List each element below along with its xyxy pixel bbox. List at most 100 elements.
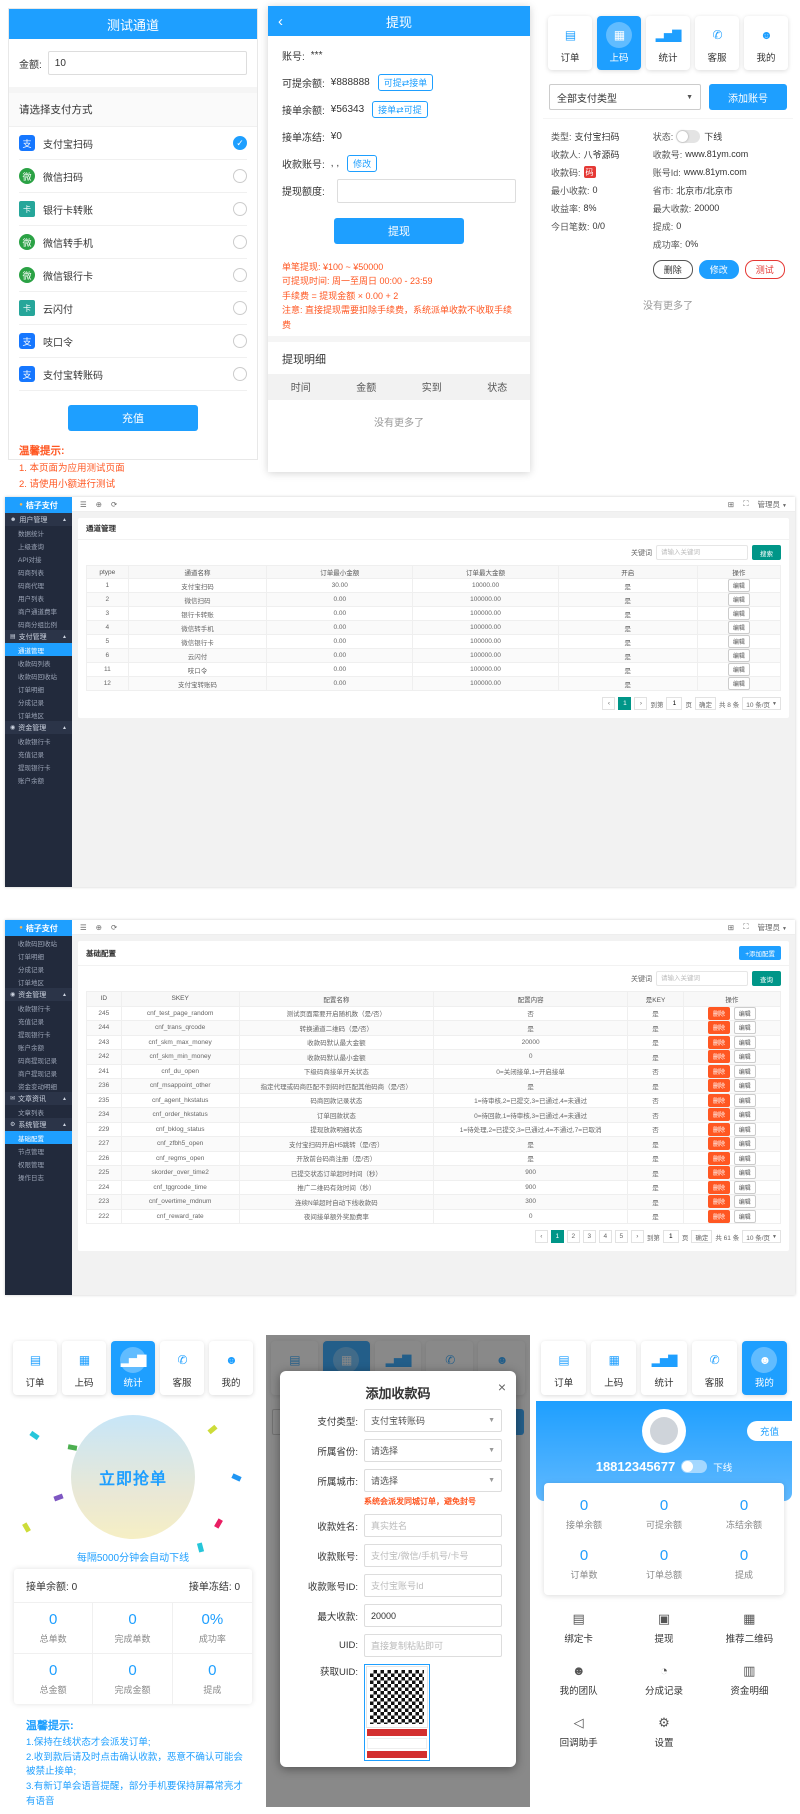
sidebar-item[interactable]: 数据统计 (18, 530, 44, 538)
keyword-input[interactable] (656, 545, 748, 560)
pay-type-select[interactable]: 支付宝转账码 ▼ (364, 1409, 502, 1432)
sidebar-item[interactable]: 码商提现记录 (18, 1057, 57, 1065)
grid-icon[interactable]: ⊞ (727, 499, 735, 509)
delete-button[interactable]: 删除 (707, 1180, 730, 1194)
edit-button[interactable]: 编辑 (733, 1122, 756, 1136)
sidebar-item[interactable]: 基础配置 (5, 1131, 72, 1144)
target-icon[interactable]: ⊕ (95, 499, 103, 509)
edit-button[interactable]: 编辑 (727, 677, 750, 690)
page-button[interactable]: 1 (618, 697, 632, 710)
qrcode-badge-icon[interactable]: 码 (583, 166, 596, 178)
sidebar-item[interactable]: 码商列表 (18, 569, 44, 577)
page-button[interactable]: 4 (598, 1230, 612, 1243)
delete-button[interactable]: 删除 (707, 1050, 730, 1064)
edit-button[interactable]: 编辑 (733, 1195, 756, 1209)
edit-button[interactable]: 编辑 (733, 1035, 756, 1049)
payment-method-item[interactable]: 支 吱口令 (19, 325, 247, 358)
sidebar-section-title[interactable]: ✉ 文章资讯 ▲ (5, 1092, 72, 1105)
account-id-input[interactable] (364, 1574, 502, 1597)
per-page-select[interactable]: 10 条/页 ▼ (742, 697, 781, 710)
test-button[interactable]: 测试 (744, 260, 785, 279)
withdraw-button[interactable]: 提现 (334, 218, 464, 244)
edit-button[interactable]: 编辑 (727, 607, 750, 620)
menu-item[interactable]: ☻ 我的团队 (536, 1663, 621, 1697)
page-button[interactable]: 3 (582, 1230, 596, 1243)
sidebar-item[interactable]: 订单地区 (18, 979, 44, 987)
sidebar-item[interactable]: 充值记录 (18, 1018, 44, 1026)
radio-button[interactable] (233, 235, 247, 249)
modify-button[interactable]: 修改 (347, 155, 378, 172)
sidebar-item[interactable]: 操作日志 (18, 1174, 44, 1182)
close-icon[interactable]: × (497, 1379, 506, 1395)
delete-button[interactable]: 删除 (652, 260, 693, 279)
amount-input[interactable] (47, 51, 247, 75)
sidebar-section-title[interactable]: ▤ 支付管理 ▲ (5, 630, 72, 643)
payment-method-item[interactable]: 支 支付宝转账码 (19, 358, 247, 391)
delete-button[interactable]: 删除 (707, 1064, 730, 1078)
edit-button[interactable]: 编辑 (727, 579, 750, 592)
search-button[interactable]: 搜索 (752, 545, 781, 560)
payment-type-select[interactable]: 全部支付类型 ▼ (549, 84, 701, 110)
tab[interactable]: ▂▅▇ 统计 (111, 1341, 155, 1395)
edit-button[interactable]: 编辑 (733, 1006, 756, 1020)
radio-button[interactable] (233, 301, 247, 315)
uid-input[interactable] (364, 1634, 502, 1657)
tab[interactable]: ▦ 上码 (62, 1341, 106, 1395)
edit-button[interactable]: 编辑 (733, 1108, 756, 1122)
refresh-icon[interactable]: ⟳ (111, 922, 118, 932)
payment-method-item[interactable]: 卡 银行卡转账 (19, 193, 247, 226)
radio-button[interactable] (233, 268, 247, 282)
edit-button[interactable]: 编辑 (727, 649, 750, 662)
tab[interactable]: ▦ 上码 (597, 16, 641, 70)
keyword-input[interactable] (656, 971, 748, 986)
sidebar-item[interactable]: 分成记录 (18, 966, 44, 974)
sidebar-item[interactable]: 节点管理 (18, 1148, 44, 1156)
delete-button[interactable]: 删除 (707, 1195, 730, 1209)
sidebar-item[interactable]: 提现银行卡 (18, 1031, 51, 1039)
sidebar-item[interactable]: 收款银行卡 (18, 1005, 51, 1013)
page-button[interactable]: 1 (550, 1230, 564, 1243)
sidebar-item[interactable]: 充值记录 (18, 751, 44, 759)
sidebar-item[interactable]: 提现银行卡 (18, 764, 51, 772)
delete-button[interactable]: 删除 (707, 1093, 730, 1107)
menu-item[interactable]: ▤ 绑定卡 (536, 1611, 621, 1645)
modify-button[interactable]: 修改 (698, 260, 739, 279)
next-page-button[interactable]: › (634, 697, 648, 710)
sidebar-item[interactable]: 收款码回收站 (18, 940, 57, 948)
next-page-button[interactable]: › (630, 1230, 644, 1243)
sidebar-item[interactable]: 订单明细 (18, 686, 44, 694)
edit-button[interactable]: 编辑 (727, 621, 750, 634)
sidebar-item[interactable]: 资金变动明细 (18, 1083, 57, 1091)
edit-button[interactable]: 编辑 (733, 1151, 756, 1165)
edit-button[interactable]: 编辑 (733, 1093, 756, 1107)
search-button[interactable]: 查询 (752, 971, 781, 986)
edit-button[interactable]: 编辑 (727, 663, 750, 676)
status-toggle[interactable] (676, 129, 701, 143)
payment-method-item[interactable]: 微 微信银行卡 (19, 259, 247, 292)
page-button[interactable]: 2 (566, 1230, 580, 1243)
confirm-button[interactable]: 确定 (691, 1230, 713, 1243)
payment-method-item[interactable]: 卡 云闪付 (19, 292, 247, 325)
page-button[interactable]: 5 (614, 1230, 628, 1243)
radio-button[interactable] (233, 334, 247, 348)
menu-item[interactable]: ⚙ 设置 (621, 1715, 706, 1749)
tab[interactable]: ▂▅▇ 统计 (646, 16, 690, 70)
per-page-select[interactable]: 10 条/页 ▼ (742, 1230, 781, 1243)
sidebar-section-title[interactable]: ⚙ 系统管理 ▲ (5, 1118, 72, 1131)
delete-button[interactable]: 删除 (707, 1108, 730, 1122)
refresh-icon[interactable]: ⟳ (111, 499, 118, 509)
prev-page-button[interactable]: ‹ (602, 697, 616, 710)
radio-button[interactable] (233, 367, 247, 381)
tab[interactable]: ✆ 客服 (695, 16, 739, 70)
payee-account-input[interactable] (364, 1544, 502, 1567)
sidebar-section-title[interactable]: ☻ 用户管理 ▲ (5, 513, 72, 526)
online-toggle[interactable] (681, 1460, 708, 1473)
sidebar-item[interactable]: 码商代理 (18, 582, 44, 590)
tab[interactable]: ▤ 订单 (541, 1341, 587, 1395)
edit-button[interactable]: 编辑 (733, 1050, 756, 1064)
withdraw-amount-input[interactable] (336, 178, 516, 203)
menu-item[interactable]: ▣ 提现 (621, 1611, 706, 1645)
edit-button[interactable]: 编辑 (733, 1166, 756, 1180)
sidebar-item[interactable]: 通道管理 (5, 643, 72, 656)
admin-user-menu[interactable]: 管理员 ▼ (757, 499, 787, 509)
